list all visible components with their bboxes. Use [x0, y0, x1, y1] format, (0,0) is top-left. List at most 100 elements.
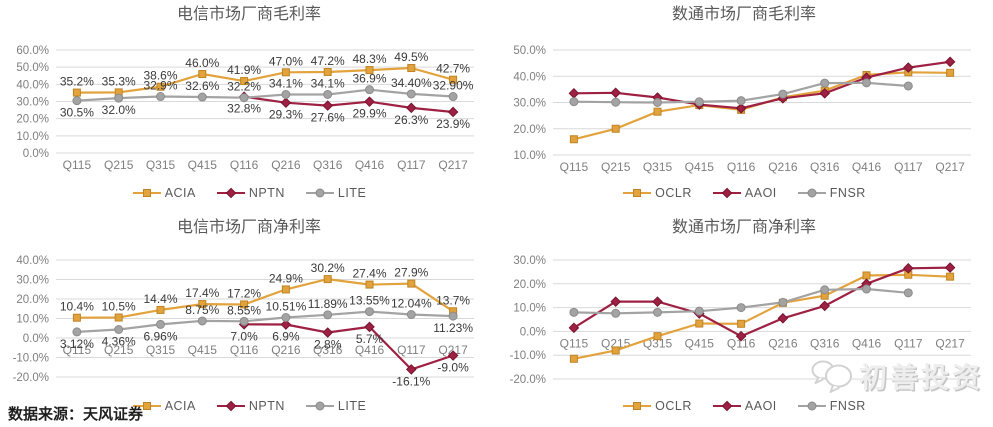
series-FNSR-marker: [694, 97, 704, 107]
legend-circle-marker-icon: [797, 188, 826, 198]
data-label: 10.4%: [60, 300, 94, 314]
x-category-label: Q315: [643, 336, 673, 350]
data-label: 32.90%: [433, 79, 474, 93]
legend-label: OCLR: [655, 399, 692, 413]
series-NPTN-marker: [322, 100, 334, 111]
x-category-label: Q217: [438, 158, 468, 172]
data-label: -9.0%: [437, 361, 469, 375]
legend-label: ACIA: [164, 399, 196, 413]
y-tick-label: 10.0%: [513, 303, 546, 315]
data-label: 27.4%: [352, 267, 386, 281]
series-FNSR-marker: [694, 306, 704, 316]
series-LITE-marker: [72, 96, 82, 106]
series-ACIA-marker: [156, 82, 165, 91]
legend-item-LITE: LITE: [305, 399, 366, 413]
y-tick-label: 30.0%: [16, 97, 49, 109]
series-AAOI-marker: [777, 313, 789, 324]
series-LITE-line: [76, 310, 454, 333]
series-NPTN-line: [243, 95, 454, 114]
series-AAOI-marker: [652, 296, 663, 307]
series-NPTN-marker: [405, 102, 417, 114]
legend-label: OCLR: [655, 186, 692, 200]
series-NPTN-marker: [322, 327, 334, 338]
legend-item-AAOI: AAOI: [712, 399, 777, 413]
y-tick-label: -10.0%: [13, 353, 49, 365]
series-ACIA-marker: [72, 313, 81, 322]
y-tick-label: 50.0%: [16, 62, 49, 74]
data-label: 13.7%: [436, 293, 470, 307]
series-ACIA-line: [76, 278, 454, 319]
x-category-label: Q416: [355, 158, 385, 172]
series-LITE-marker: [156, 92, 165, 102]
series-AAOI-marker: [735, 102, 747, 114]
y-tick-label: 0.0%: [23, 148, 49, 160]
series-AAOI-marker: [735, 330, 747, 342]
data-label: 27.6%: [311, 111, 345, 125]
series-LITE-marker: [197, 316, 207, 326]
datacom-net-margin-plot-svg: -20.0%-10.0%0.0%10.0%20.0%30.0%Q115 Q215 Q…: [510, 255, 971, 386]
legend-marker: [807, 188, 817, 198]
legend-item-OCLR: OCLR: [622, 186, 692, 200]
y-tick-label: 40.0%: [16, 255, 49, 267]
legend-item-FNSR: FNSR: [797, 399, 866, 413]
legend-label: ACIA: [164, 186, 196, 200]
series-NPTN-marker: [364, 96, 375, 107]
legend-diamond-marker-icon: [712, 400, 741, 412]
legend-marker: [225, 187, 237, 199]
series-LITE-marker: [365, 307, 374, 317]
series-ACIA-marker: [323, 67, 332, 76]
legend-square-marker-icon: [132, 189, 161, 197]
series-FNSR-marker: [820, 285, 830, 295]
legend-label: AAOI: [744, 399, 777, 413]
x-category-label: Q316: [313, 158, 343, 172]
y-tick-label: 20.0%: [16, 114, 49, 126]
y-tick-label: 30.0%: [513, 98, 546, 110]
series-OCLR-marker: [569, 354, 578, 363]
x-category-label: Q116: [727, 336, 756, 350]
legend-item-LITE: LITE: [305, 186, 366, 200]
datacom-gross-margin-plot-svg: 10.0% 20.0% 30.0% 40.0% 50.0% Q115 Q215 Q315 Q41…: [513, 45, 971, 174]
series-LITE-marker: [197, 92, 207, 102]
series-AAOI-line: [573, 266, 951, 338]
legend-diamond-marker-icon: [712, 187, 741, 199]
legend-label: AAOI: [744, 186, 777, 200]
data-label: 32.8%: [227, 102, 261, 116]
series-ACIA-marker: [240, 77, 249, 86]
series-OCLR-marker: [569, 135, 578, 144]
data-label: 11.89%: [308, 297, 348, 311]
chart-plot-area: -20.0% -10.0% 0.0% 10.0% 20.0% 30.0% Q115 Q215 Q…: [503, 240, 985, 397]
legend-diamond-marker-icon: [216, 187, 245, 199]
data-label: 6.9%: [272, 330, 300, 344]
legend-label: FNSR: [829, 186, 866, 200]
data-label: 5.7%: [356, 332, 384, 346]
data-label: 32.6%: [185, 79, 219, 93]
data-label: 46.0%: [185, 56, 219, 70]
x-category-label: Q315: [146, 343, 176, 357]
chart-legend: ACIA NPTN LITE: [8, 397, 490, 415]
series-OCLR-marker: [862, 271, 871, 280]
series-AAOI-marker: [944, 56, 956, 68]
series-AAOI-marker: [819, 88, 831, 99]
x-category-label: Q316: [810, 336, 840, 350]
x-category-label: Q117: [397, 343, 426, 357]
series-LITE-line: [76, 88, 454, 102]
legend-item-NPTN: NPTN: [216, 186, 285, 200]
legend-marker: [721, 187, 733, 199]
data-label: 34.40%: [391, 76, 432, 90]
y-tick-label: -10.0%: [510, 350, 546, 362]
series-LITE-marker: [323, 89, 333, 99]
series-FNSR-marker: [903, 288, 913, 298]
x-category-label: Q415: [685, 160, 715, 174]
legend-diamond-marker-icon: [216, 400, 245, 412]
x-category-label: Q215: [601, 160, 631, 174]
legend-item-OCLR: OCLR: [622, 399, 692, 413]
series-NPTN-line: [244, 323, 454, 371]
x-category-label: Q115: [63, 343, 92, 357]
series-LITE-marker: [448, 311, 458, 321]
legend-circle-marker-icon: [305, 188, 334, 198]
y-tick-label: 0.0%: [520, 326, 546, 338]
chart-title: 电信市场厂商毛利率: [176, 6, 321, 23]
data-label: 8.55%: [227, 303, 261, 317]
series-NPTN-marker: [405, 364, 417, 375]
series-FNSR-marker: [862, 284, 871, 294]
